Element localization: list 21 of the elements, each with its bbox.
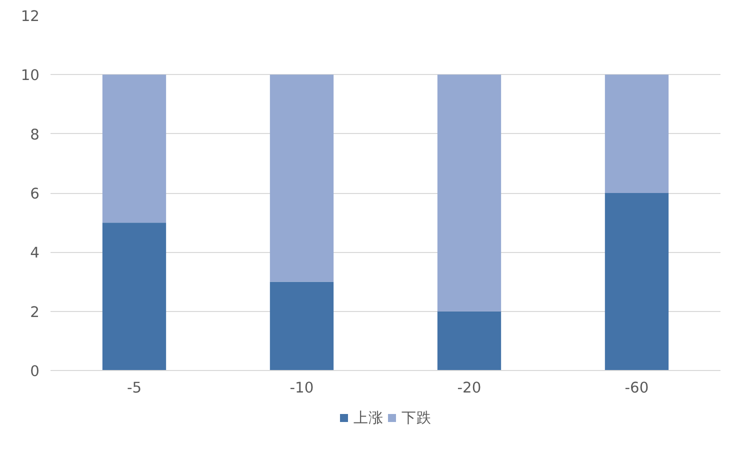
y-tick-label: 4 [30, 244, 40, 262]
x-tick-label: -60 [624, 380, 649, 396]
x-tick-label: -10 [290, 380, 314, 396]
bar [270, 74, 334, 282]
bar [604, 193, 669, 370]
bar [102, 74, 166, 223]
legend-label: 下跌 [402, 408, 432, 427]
y-tick-label: 12 [20, 8, 40, 25]
legend-label: 上涨 [354, 408, 384, 427]
y-tick-label: 10 [20, 67, 40, 84]
bar [102, 222, 166, 370]
bar [604, 74, 669, 193]
y-tick-label: 0 [30, 363, 40, 380]
y-tick-label: 8 [30, 126, 40, 144]
y-tick-label: 6 [30, 186, 40, 202]
bar [270, 282, 334, 370]
x-tick-label: -5 [126, 380, 142, 396]
x-tick-label: -20 [457, 380, 482, 396]
bar [437, 311, 502, 370]
y-tick-label: 2 [30, 304, 40, 321]
bar [437, 74, 502, 312]
